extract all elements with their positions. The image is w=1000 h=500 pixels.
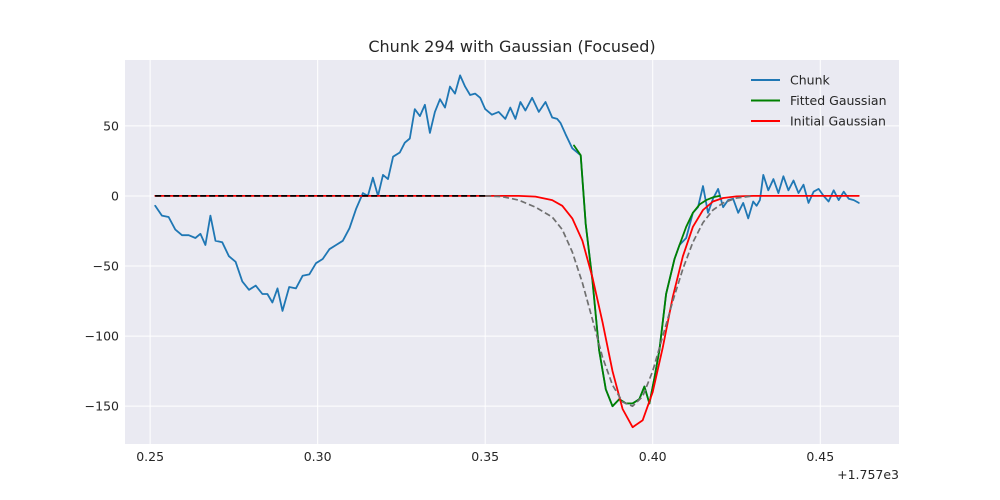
y-tick-label: −150 — [85, 399, 119, 414]
initial-gaussian-line — [154, 195, 860, 429]
dashed-guide-4-line — [485, 195, 754, 408]
y-tick-label: −50 — [93, 259, 119, 274]
x-tick-label: 0.35 — [471, 449, 499, 464]
y-tick-label: 50 — [103, 118, 119, 133]
chart-title: Chunk 294 with Gaussian (Focused) — [368, 37, 655, 56]
legend-label-fitted-gaussian: Fitted Gaussian — [790, 93, 887, 108]
chunk-line — [154, 74, 860, 408]
legend-label-initial-gaussian: Initial Gaussian — [790, 114, 886, 129]
plot-area: 0.25 0.30 0.35 0.40 0.45 50 0 −50 −100 −150 — [85, 60, 899, 464]
x-tick-label: 0.25 — [136, 449, 164, 464]
plot-background — [125, 60, 899, 444]
y-tick-label: 0 — [111, 188, 119, 203]
x-offset-label: +1.757e3 — [837, 467, 899, 482]
x-tick-label: 0.45 — [806, 449, 834, 464]
x-tick-label: 0.30 — [304, 449, 332, 464]
legend-label-chunk: Chunk — [790, 73, 830, 88]
x-tick-label: 0.40 — [639, 449, 667, 464]
legend: Chunk Fitted Gaussian Initial Gaussian — [751, 73, 887, 129]
y-tick-label: −100 — [85, 329, 119, 344]
